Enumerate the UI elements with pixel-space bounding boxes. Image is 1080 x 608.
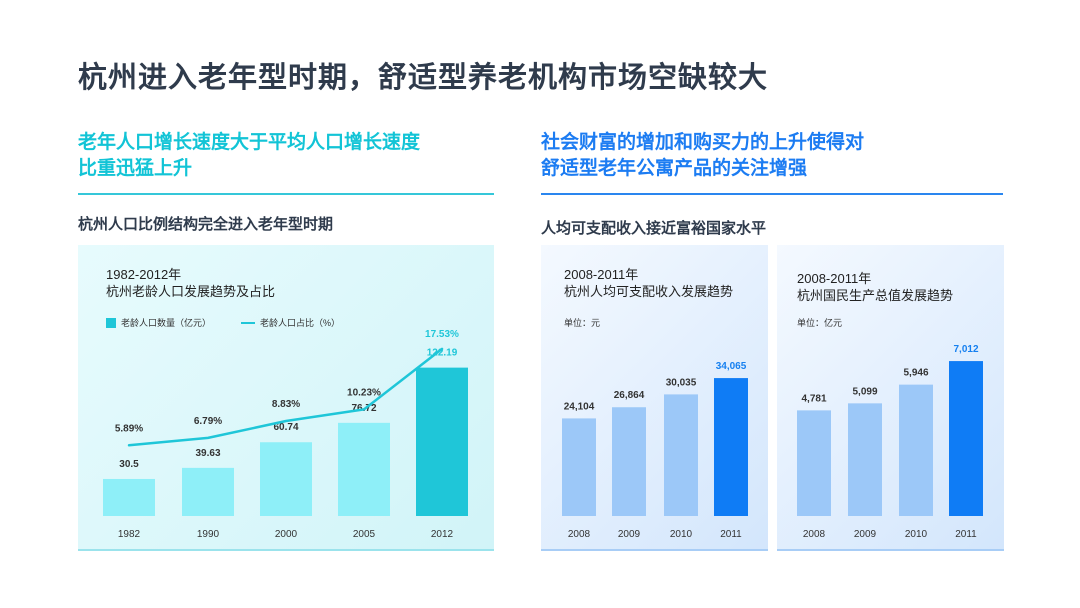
x-tick-gdp-2008: 2008 (803, 529, 826, 540)
bar-label-gdp-2008: 4,781 (801, 393, 826, 404)
x-tick-income-2008: 2008 (568, 529, 591, 540)
bar-gdp-2009 (848, 403, 882, 516)
x-tick-gdp-2011: 2011 (955, 529, 977, 540)
left-heading-underline (78, 193, 494, 195)
x-tick-income-2010: 2010 (670, 529, 693, 540)
right-section-heading: 社会财富的增加和购买力的上升使得对 舒适型老年公寓产品的关注增强 (541, 130, 864, 182)
bar-label-gdp-2011: 7,012 (953, 344, 978, 355)
income-chart-title-line2: 杭州人均可支配收入发展趋势 (564, 284, 734, 299)
right-subheading: 人均可支配收入接近富裕国家水平 (541, 220, 767, 237)
right-heading-underline (541, 193, 1003, 195)
bar-label-gdp-2010: 5,946 (903, 368, 928, 379)
left-heading-line2: 比重迅猛上升 (78, 158, 193, 179)
bar-gdp-2008 (797, 410, 831, 516)
gdp-chart-title-line2: 杭州国民生产总值发展趋势 (797, 288, 954, 303)
bar-elderly-2000 (260, 442, 312, 516)
gdp-unit-label: 单位：亿元 (797, 318, 843, 328)
gdp-chart-title-line1: 2008-2011年 (797, 271, 872, 286)
bar-elderly-1982 (103, 478, 155, 516)
left-subheading: 杭州人口比例结构完全进入老年型时期 (78, 216, 334, 233)
bar-label-elderly-1982: 30.5 (119, 459, 139, 470)
x-tick-elderly-2000: 2000 (275, 529, 298, 540)
right-heading-line2: 舒适型老年公寓产品的关注增强 (541, 158, 808, 179)
x-tick-elderly-2005: 2005 (353, 529, 376, 540)
x-tick-income-2011: 2011 (720, 529, 742, 540)
x-tick-income-2009: 2009 (618, 529, 641, 540)
income-unit-label: 单位：元 (564, 318, 601, 328)
bar-label-income-2008: 24,104 (564, 401, 595, 412)
bar-income-2008 (562, 418, 596, 516)
income-chart-title-line1: 2008-2011年 (564, 267, 639, 282)
elderly-chart-title-line2: 杭州老龄人口发展趋势及占比 (106, 284, 276, 299)
line-label-elderly-1982: 5.89% (115, 423, 143, 434)
bar-elderly-2012 (416, 367, 468, 516)
legend-bar-label: 老龄人口数量（亿元） (121, 318, 212, 328)
bar-label-elderly-2012: 122.19 (427, 348, 458, 359)
line-label-elderly-2000: 8.83% (272, 399, 300, 410)
bar-gdp-2010 (899, 384, 933, 516)
x-tick-elderly-2012: 2012 (431, 529, 454, 540)
bar-income-2010 (664, 394, 698, 516)
legend-bar-swatch (106, 317, 116, 328)
x-tick-gdp-2009: 2009 (854, 529, 877, 540)
elderly-chart-title-line1: 1982-2012年 (106, 267, 182, 282)
left-heading-line1: 老年人口增长速度大于平均人口增长速度 (78, 132, 421, 153)
left-section-heading: 老年人口增长速度大于平均人口增长速度 比重迅猛上升 (78, 130, 420, 182)
line-elderly-share (127, 347, 444, 447)
bar-label-income-2011: 34,065 (716, 361, 747, 372)
x-tick-elderly-1982: 1982 (118, 529, 141, 540)
bar-elderly-1990 (182, 467, 234, 516)
gdp-chart-title: 2008-2011年 杭州国民生产总值发展趋势 (797, 270, 953, 304)
bar-label-income-2010: 30,035 (666, 377, 697, 388)
elderly-chart-title: 1982-2012年 杭州老龄人口发展趋势及占比 (106, 266, 275, 300)
right-heading-line1: 社会财富的增加和购买力的上升使得对 (541, 132, 865, 153)
line-label-elderly-2012: 17.53% (425, 329, 459, 340)
bar-income-2011 (714, 378, 748, 516)
bar-income-2009 (612, 407, 646, 516)
bar-label-elderly-1990: 39.63 (195, 448, 220, 459)
legend-line-swatch (241, 321, 256, 324)
line-label-elderly-2005: 10.23% (347, 387, 381, 398)
bar-label-elderly-2000: 60.74 (273, 422, 298, 433)
elderly-chart-legend: 老龄人口数量（亿元） 老龄人口占比（%） (106, 316, 340, 329)
income-chart-title: 2008-2011年 杭州人均可支配收入发展趋势 (564, 266, 733, 300)
bar-label-gdp-2009: 5,099 (852, 386, 877, 397)
x-tick-gdp-2010: 2010 (905, 529, 928, 540)
page-title: 杭州进入老年型时期，舒适型养老机构市场空缺较大 (78, 62, 769, 94)
bar-gdp-2011 (949, 361, 983, 516)
bar-label-income-2009: 26,864 (614, 390, 645, 401)
legend-line-label: 老龄人口占比（%） (260, 318, 341, 328)
bar-elderly-2005 (338, 422, 390, 516)
line-label-elderly-1990: 6.79% (194, 416, 222, 427)
x-tick-elderly-1990: 1990 (197, 529, 220, 540)
